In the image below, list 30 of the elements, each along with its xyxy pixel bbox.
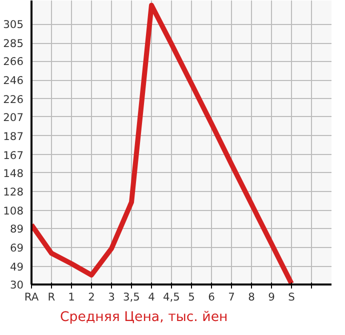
x-tick-label: 6 <box>208 290 216 304</box>
x-tick-label: R <box>48 290 56 304</box>
y-tick-label: 305 <box>3 18 24 32</box>
y-tick-label: 128 <box>3 186 24 199</box>
x-tick-label: S <box>288 290 296 304</box>
x-tick-label: RA <box>24 290 40 304</box>
x-tick-label: 3,5 <box>123 290 140 304</box>
x-tick-label: 4,5 <box>163 290 180 304</box>
x-tick-label: 2 <box>88 290 95 304</box>
y-tick-label: 246 <box>3 74 24 88</box>
y-tick-label: 285 <box>3 37 24 50</box>
y-tick-label: 148 <box>3 166 24 180</box>
text: Средняя Цена, тыс. йен <box>60 310 228 324</box>
x-tick-label: 1 <box>68 290 75 304</box>
y-tick-label: 69 <box>10 242 24 255</box>
y-tick-label: 187 <box>3 130 24 143</box>
y-tick-label: 108 <box>3 204 24 218</box>
x-tick-label: 9 <box>268 290 276 304</box>
y-tick-label: 167 <box>3 148 24 162</box>
y-tick-label: 89 <box>10 222 24 236</box>
x-tick-label: 4 <box>148 290 156 304</box>
y-tick-label: 226 <box>3 92 24 106</box>
y-tick-label: 49 <box>10 260 24 274</box>
y-tick-label: 30 <box>10 278 24 292</box>
x-tick-label: 7 <box>228 290 235 304</box>
x-tick-label: 3 <box>108 290 115 304</box>
y-tick-label: 266 <box>3 55 24 68</box>
y-tick-label: 207 <box>3 110 24 124</box>
x-tick-label: 8 <box>248 290 256 304</box>
x-tick-label: 5 <box>188 290 195 304</box>
